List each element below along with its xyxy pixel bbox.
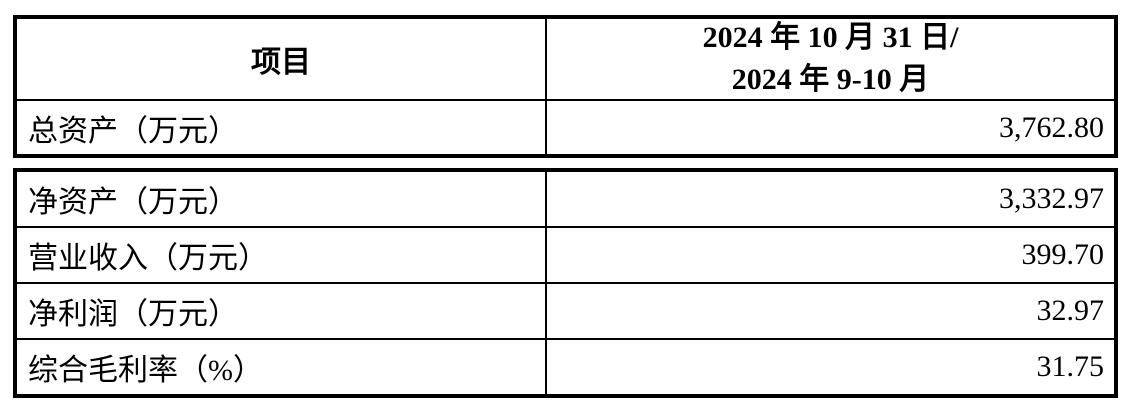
financial-summary-table-bottom: 净资产（万元） 3,332.97 营业收入（万元） 399.70 净利润（万元）… bbox=[13, 168, 1118, 398]
table-row-net-assets: 净资产（万元） 3,332.97 bbox=[17, 172, 1114, 226]
header-period-line2: 2024 年 9-10 月 bbox=[731, 63, 930, 96]
row-value-cell: 31.75 bbox=[547, 340, 1114, 394]
row-value: 3,762.80 bbox=[999, 110, 1104, 144]
row-value: 32.97 bbox=[1036, 294, 1105, 327]
header-item-cell: 项目 bbox=[17, 19, 547, 99]
row-label-cell: 营业收入（万元） bbox=[17, 228, 547, 282]
row-value-cell: 3,332.97 bbox=[547, 172, 1114, 226]
row-label-cell: 净利润（万元） bbox=[17, 284, 547, 338]
row-value: 399.70 bbox=[1021, 238, 1105, 271]
table-header-row: 项目 2024 年 10 月 31 日/ 2024 年 9-10 月 bbox=[17, 19, 1114, 99]
row-label-cell: 净资产（万元） bbox=[17, 172, 547, 226]
row-value: 3,332.97 bbox=[999, 182, 1104, 215]
row-value: 31.75 bbox=[1036, 350, 1105, 383]
table-row-operating-revenue: 营业收入（万元） 399.70 bbox=[17, 226, 1114, 282]
header-item-label: 项目 bbox=[251, 46, 311, 79]
row-value-cell: 399.70 bbox=[547, 228, 1114, 282]
row-value-cell: 32.97 bbox=[547, 284, 1114, 338]
row-label: 净资产（万元） bbox=[28, 186, 238, 219]
row-label: 综合毛利率（%） bbox=[28, 354, 263, 387]
header-period-cell: 2024 年 10 月 31 日/ 2024 年 9-10 月 bbox=[547, 19, 1114, 99]
row-label: 营业收入（万元） bbox=[28, 242, 268, 275]
row-label: 总资产（万元） bbox=[28, 114, 238, 148]
row-label: 净利润（万元） bbox=[28, 298, 238, 331]
header-period-line1: 2024 年 10 月 31 日/ bbox=[702, 21, 959, 54]
table-row-gross-margin: 综合毛利率（%） 31.75 bbox=[17, 338, 1114, 394]
table-row-net-profit: 净利润（万元） 32.97 bbox=[17, 282, 1114, 338]
row-label-cell: 总资产（万元） bbox=[17, 101, 547, 154]
table-row-total-assets: 总资产（万元） 3,762.80 bbox=[17, 99, 1114, 154]
row-value-cell: 3,762.80 bbox=[547, 101, 1114, 154]
financial-summary-table-top: 项目 2024 年 10 月 31 日/ 2024 年 9-10 月 总资产（万… bbox=[13, 15, 1118, 158]
row-label-cell: 综合毛利率（%） bbox=[17, 340, 547, 394]
